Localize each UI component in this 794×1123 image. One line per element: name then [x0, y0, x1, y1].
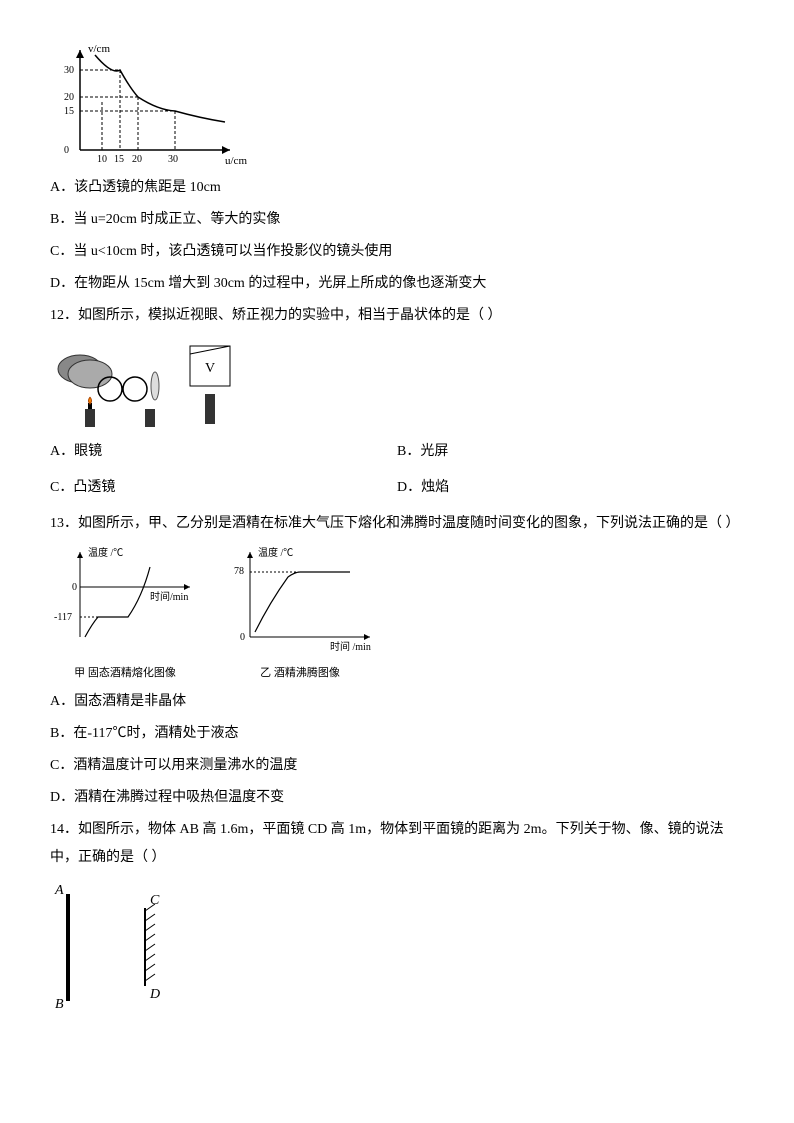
ylabel: v/cm	[88, 43, 110, 55]
q13-graph1: 温度 /℃ 时间/min 0 -117	[50, 542, 200, 662]
q13-opt-b: B．在‐117℃时，酒精处于液态	[50, 720, 744, 748]
q13-cap1: 甲 固态酒精熔化图像	[50, 662, 200, 684]
q13-opt-c: C．酒精温度计可以用来测量沸水的温度	[50, 752, 744, 780]
q13-opt-d: D．酒精在沸腾过程中吸热但温度不变	[50, 784, 744, 812]
svg-text:温度 /℃: 温度 /℃	[88, 546, 123, 559]
q13-cap2: 乙 酒精沸腾图像	[220, 662, 380, 684]
svg-text:C: C	[150, 893, 160, 908]
q12-opt-d: D．烛焰	[397, 474, 744, 502]
xt15: 15	[114, 154, 124, 165]
svg-text:温度 /℃: 温度 /℃	[258, 546, 293, 559]
q13-stem: 13．如图所示，甲、乙分别是酒精在标准大气压下熔化和沸腾时温度随时间变化的图象，…	[50, 510, 744, 538]
svg-text:V: V	[205, 361, 215, 376]
q12-opt-a: A．眼镜	[50, 438, 397, 466]
q13-opt-a: A．固态酒精是非晶体	[50, 688, 744, 716]
svg-text:A: A	[54, 883, 64, 898]
svg-text:-117: -117	[54, 612, 72, 623]
graph-uv: v/cm u/cm 30 20 15 0 10 15 20 30	[50, 40, 250, 170]
q14-figure: A B C D	[50, 876, 200, 1016]
yt15: 15	[64, 106, 74, 117]
q11-opt-c: C．当 u<10cm 时，该凸透镜可以当作投影仪的镜头使用	[50, 238, 744, 266]
q12-opt-b: B．光屏	[397, 438, 744, 466]
q11-opt-a: A．该凸透镜的焦距是 10cm	[50, 174, 744, 202]
svg-text:B: B	[55, 997, 64, 1012]
svg-text:D: D	[149, 987, 160, 1002]
svg-text:78: 78	[234, 566, 244, 577]
q11-opt-b: B．当 u=20cm 时成正立、等大的实像	[50, 206, 744, 234]
q13-graph2: 温度 /℃ 时间 /min 78 0	[220, 542, 380, 662]
q12-opt-c: C．凸透镜	[50, 474, 397, 502]
svg-text:时间 /min: 时间 /min	[330, 640, 371, 653]
xt20: 20	[132, 154, 142, 165]
xlabel: u/cm	[225, 155, 247, 167]
yt20: 20	[64, 92, 74, 103]
q11-opt-d: D．在物距从 15cm 增大到 30cm 的过程中，光屏上所成的像也逐渐变大	[50, 270, 744, 298]
svg-text:0: 0	[240, 632, 245, 643]
q12-stem: 12．如图所示，模拟近视眼、矫正视力的实验中，相当于晶状体的是（ ）	[50, 302, 744, 330]
q12-figure: V	[50, 334, 240, 434]
svg-text:0: 0	[72, 582, 77, 593]
yt30: 30	[64, 65, 74, 76]
xt30: 30	[168, 154, 178, 165]
q14-stem: 14．如图所示，物体 AB 高 1.6m，平面镜 CD 高 1m，物体到平面镜的…	[50, 816, 744, 872]
xt10: 10	[97, 154, 107, 165]
svg-text:0: 0	[64, 145, 69, 156]
svg-text:时间/min: 时间/min	[150, 590, 188, 603]
